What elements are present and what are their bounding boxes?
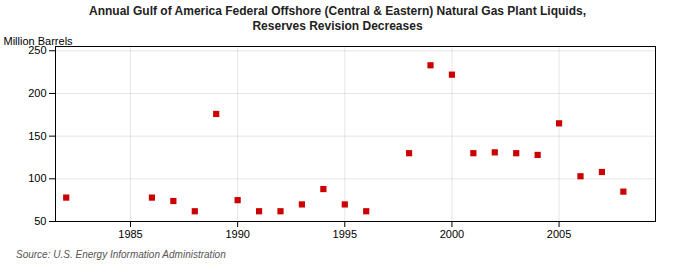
svg-text:200: 200 [28, 87, 46, 99]
svg-text:1990: 1990 [225, 228, 249, 240]
svg-text:2005: 2005 [547, 228, 571, 240]
svg-text:Million Barrels: Million Barrels [4, 35, 74, 47]
svg-text:1995: 1995 [333, 228, 357, 240]
html-text:Annual Gulf of America Federal: Annual Gulf of America Federal Offshore … [89, 4, 586, 33]
html-text:Source: U.S. Energy Informatio: Source: U.S. Energy Information Administ… [16, 249, 226, 260]
svg-text:250: 250 [28, 44, 47, 57]
svg-text:50: 50 [34, 215, 46, 227]
svg-text:100: 100 [28, 172, 46, 184]
svg-text:150: 150 [28, 130, 46, 142]
svg-text:2000: 2000 [440, 228, 464, 240]
svg-text:1985: 1985 [118, 228, 142, 240]
